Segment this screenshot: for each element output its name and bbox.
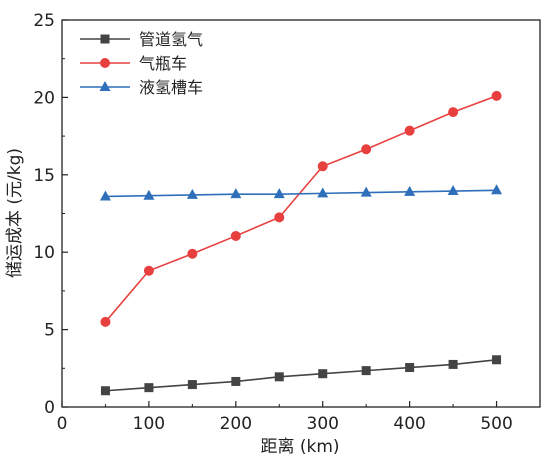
data-point-1 — [404, 125, 415, 136]
data-point-0 — [448, 359, 458, 369]
data-point-2 — [491, 184, 503, 195]
legend-label: 液氢槽车 — [139, 78, 203, 97]
data-point-2 — [317, 187, 329, 198]
data-point-0 — [187, 380, 197, 390]
legend-label: 气瓶车 — [139, 54, 187, 73]
x-tick-label: 500 — [480, 414, 512, 434]
legend-marker — [100, 58, 110, 68]
y-tick-label: 5 — [44, 321, 55, 341]
data-point-2 — [447, 185, 459, 196]
legend-marker — [99, 81, 111, 91]
data-point-2 — [186, 188, 198, 199]
x-axis-title: 距离 (km) — [260, 437, 339, 457]
x-tick-label: 400 — [393, 414, 425, 434]
data-point-0 — [100, 386, 110, 396]
data-point-0 — [318, 369, 328, 379]
y-tick-label: 20 — [33, 88, 55, 108]
legend-marker — [100, 34, 110, 44]
data-point-2 — [143, 189, 155, 200]
y-tick-label: 25 — [33, 11, 55, 31]
y-tick-label: 10 — [33, 243, 55, 263]
data-point-2 — [360, 186, 372, 197]
data-point-2 — [404, 185, 416, 196]
data-point-0 — [361, 366, 371, 376]
data-point-0 — [231, 376, 241, 386]
plot-frame — [61, 19, 541, 408]
data-point-0 — [405, 363, 415, 373]
x-tick-label: 100 — [133, 414, 165, 434]
data-point-0 — [144, 383, 154, 393]
y-tick-label: 15 — [33, 166, 55, 186]
data-point-2 — [99, 190, 111, 201]
data-point-1 — [230, 230, 241, 241]
data-point-2 — [273, 188, 285, 199]
legend-label: 管道氢气 — [139, 30, 203, 49]
data-point-1 — [187, 248, 198, 259]
data-point-1 — [448, 107, 459, 118]
series-line-2 — [105, 189, 497, 198]
data-point-1 — [143, 265, 154, 276]
data-point-2 — [230, 188, 242, 199]
data-point-1 — [361, 144, 372, 155]
y-tick-label: 0 — [44, 398, 55, 418]
data-point-1 — [274, 212, 285, 223]
series-line-1 — [104, 95, 497, 323]
series-line-0 — [105, 358, 497, 392]
data-point-0 — [274, 372, 284, 382]
data-point-0 — [492, 355, 502, 365]
y-axis-title: 储运成本 (元/kg) — [5, 148, 25, 278]
data-point-1 — [491, 90, 502, 101]
x-tick-label: 200 — [220, 414, 252, 434]
data-point-1 — [317, 161, 328, 172]
x-tick-label: 300 — [307, 414, 339, 434]
x-tick-label: 0 — [57, 414, 68, 434]
data-point-1 — [100, 316, 111, 327]
